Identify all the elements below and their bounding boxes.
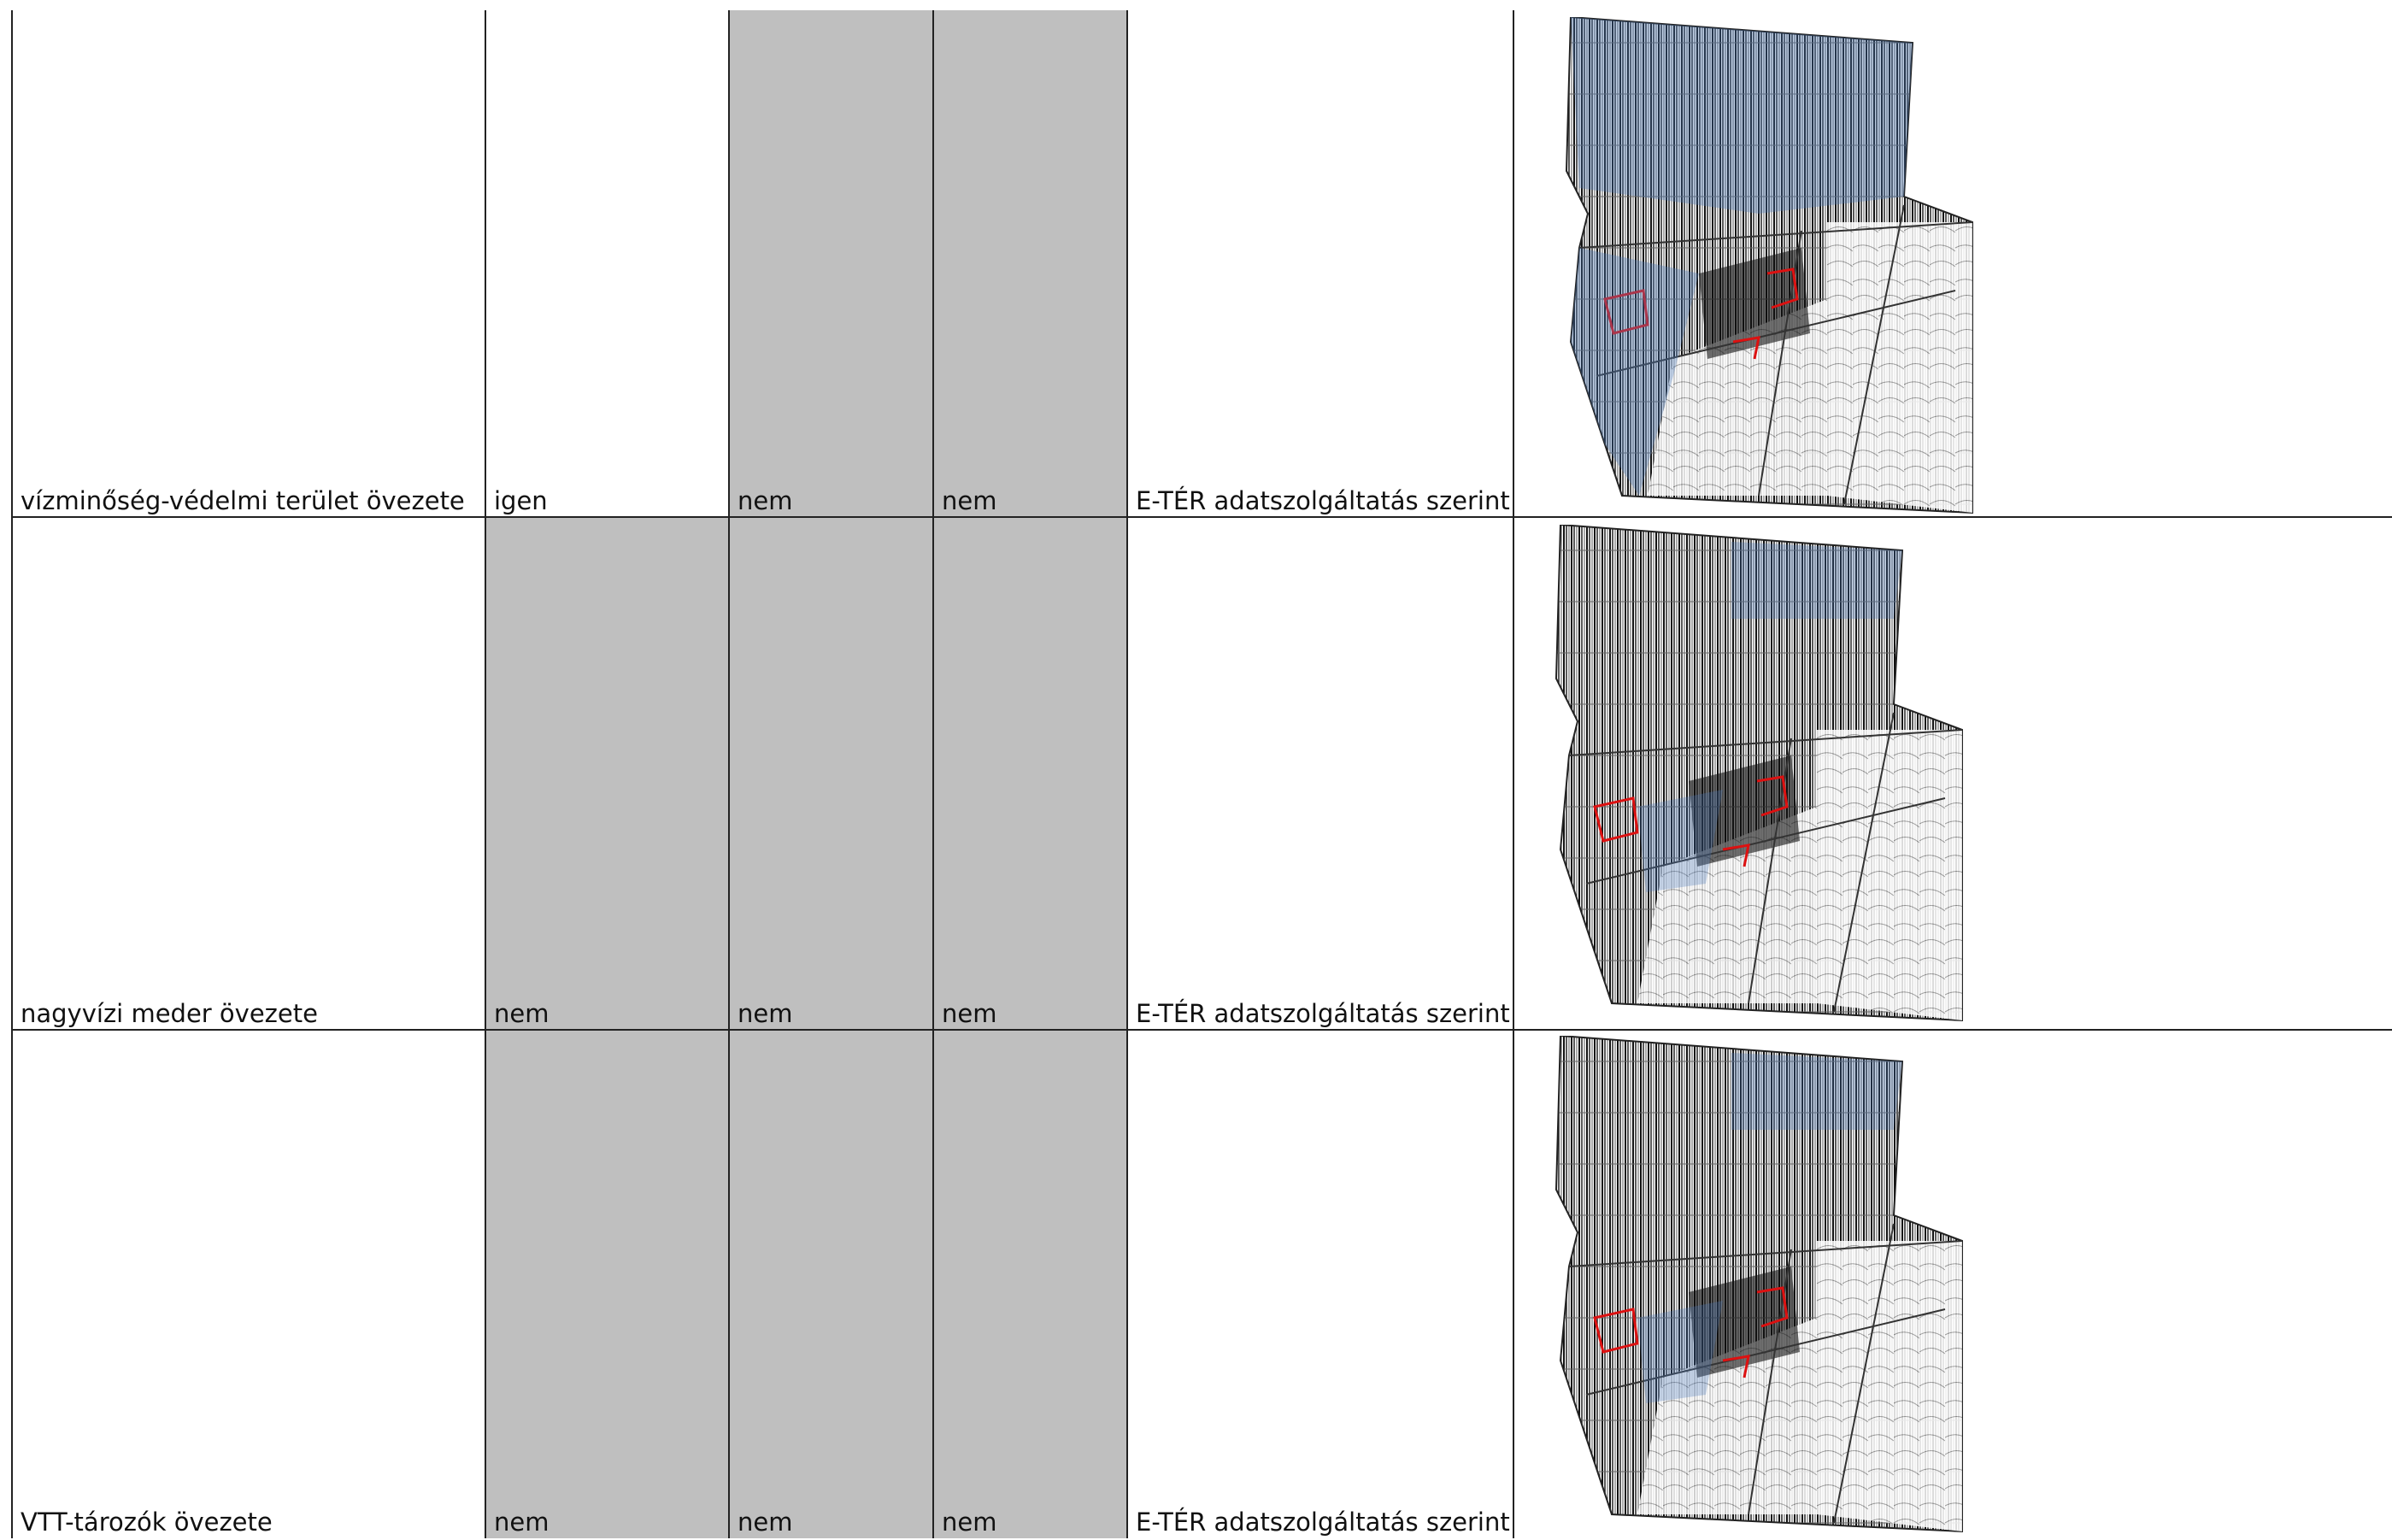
cell: nem bbox=[729, 10, 933, 517]
cell-text: vízminőség-védelmi terület övezete bbox=[21, 486, 465, 515]
cell-text: VTT-tározók övezete bbox=[21, 1508, 273, 1537]
cell: nem bbox=[933, 1030, 1127, 1538]
cell-text: nem bbox=[494, 1508, 550, 1537]
cell-text: nem bbox=[738, 1508, 793, 1537]
cell-text: E-TÉR adatszolgáltatás szerint bbox=[1136, 1508, 1510, 1537]
border bbox=[1126, 10, 1128, 1538]
cell-text: nem bbox=[942, 486, 997, 515]
cell: nem bbox=[485, 517, 729, 1030]
cell: nem bbox=[729, 517, 933, 1030]
border bbox=[485, 10, 486, 1538]
border bbox=[932, 10, 934, 1538]
cell: nem bbox=[729, 1030, 933, 1538]
cell-text: E-TÉR adatszolgáltatás szerint bbox=[1136, 486, 1510, 515]
cell: vízminőség-védelmi terület övezete bbox=[12, 10, 485, 517]
cell: E-TÉR adatszolgáltatás szerint bbox=[1127, 517, 1513, 1030]
cell: igen bbox=[485, 10, 729, 517]
border bbox=[1513, 10, 1514, 1538]
cell-text: nagyvízi meder övezete bbox=[21, 999, 318, 1028]
border bbox=[728, 10, 730, 1538]
map-image bbox=[1555, 1036, 1964, 1533]
cell: E-TÉR adatszolgáltatás szerint bbox=[1127, 10, 1513, 517]
cell-text: igen bbox=[494, 486, 548, 515]
cell-text: nem bbox=[738, 486, 793, 515]
map-image bbox=[1565, 17, 1974, 514]
cell-text: E-TÉR adatszolgáltatás szerint bbox=[1136, 999, 1510, 1028]
map-image bbox=[1555, 525, 1964, 1022]
border bbox=[12, 1029, 2392, 1031]
cell-text: nem bbox=[942, 999, 997, 1028]
border bbox=[12, 516, 2392, 518]
border bbox=[11, 10, 13, 1538]
cell-text: nem bbox=[942, 1508, 997, 1537]
cell: nem bbox=[485, 1030, 729, 1538]
cell: nagyvízi meder övezete bbox=[12, 517, 485, 1030]
cell: E-TÉR adatszolgáltatás szerint bbox=[1127, 1030, 1513, 1538]
cell-text: nem bbox=[738, 999, 793, 1028]
cell: nem bbox=[933, 517, 1127, 1030]
cell-text: nem bbox=[494, 999, 550, 1028]
cell: VTT-tározók övezete bbox=[12, 1030, 485, 1538]
cell: nem bbox=[933, 10, 1127, 517]
